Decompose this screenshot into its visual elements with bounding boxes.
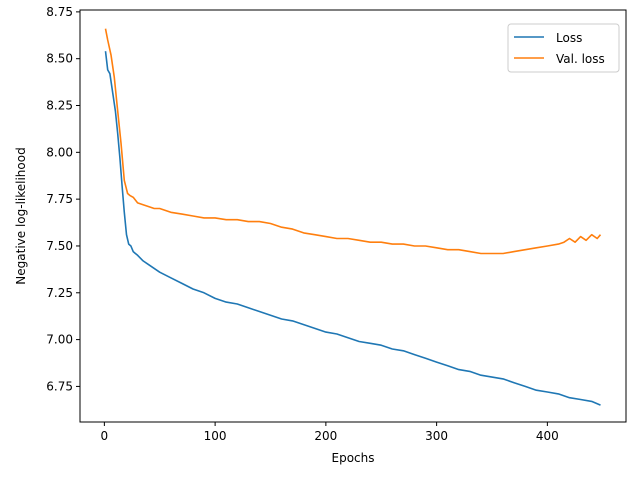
- y-tick-label: 8.50: [46, 52, 73, 66]
- y-tick-label: 8.25: [46, 99, 73, 113]
- legend-label-val-loss: Val. loss: [556, 52, 605, 66]
- x-axis-label: Epochs: [332, 451, 375, 465]
- y-tick-label: 8.75: [46, 5, 73, 19]
- y-tick-label: 6.75: [46, 379, 73, 393]
- y-tick-label: 8.00: [46, 145, 73, 159]
- x-tick-label: 200: [314, 429, 337, 443]
- y-tick-label: 7.50: [46, 239, 73, 253]
- series-line-val-loss: [104, 28, 602, 255]
- x-tick-label: 300: [425, 429, 448, 443]
- legend: Loss Val. loss: [507, 23, 620, 73]
- y-axis-label: Negative log-likelihood: [14, 147, 28, 284]
- y-tick-label: 7.00: [46, 333, 73, 347]
- y-tick-label: 7.25: [46, 286, 73, 300]
- y-axis: 6.75 7.00 7.25 7.50 7.75 8.00 8.25 8.50 8.75: [46, 5, 80, 393]
- x-tick-label: 0: [101, 429, 109, 443]
- legend-label-loss: Loss: [556, 31, 582, 45]
- legend-box: [507, 23, 620, 73]
- y-tick-label: 7.75: [46, 192, 73, 206]
- plot-lines: [104, 28, 602, 406]
- x-tick-label: 100: [204, 429, 227, 443]
- x-axis: 0 100 200 300 400: [101, 422, 559, 443]
- series-line-loss: [104, 51, 601, 406]
- plot-frame: [79, 9, 627, 423]
- x-tick-label: 400: [536, 429, 559, 443]
